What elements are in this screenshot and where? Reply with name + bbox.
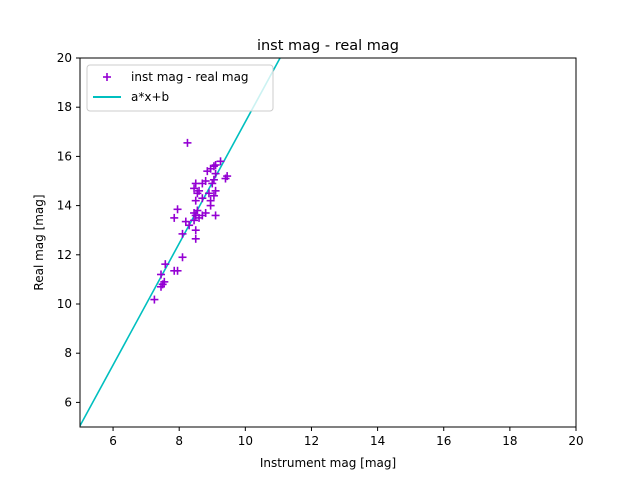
data-point — [158, 280, 167, 289]
data-point — [198, 194, 207, 203]
data-point — [190, 184, 199, 193]
x-tick-label: 6 — [109, 434, 117, 448]
y-axis: 6 8 10 12 14 16 18 20 — [57, 51, 80, 409]
x-tick-label: 18 — [502, 434, 517, 448]
x-axis-label: Instrument mag [mag] — [260, 456, 396, 470]
fit-line — [80, 58, 281, 427]
data-point — [173, 266, 182, 275]
x-tick-label: 12 — [304, 434, 319, 448]
x-tick-label: 14 — [370, 434, 385, 448]
data-point — [150, 295, 159, 304]
legend-marker-plus — [103, 73, 111, 81]
data-point — [211, 161, 220, 170]
y-axis-label: Real mag [mag] — [32, 194, 46, 290]
data-point — [223, 172, 232, 181]
data-point — [191, 196, 200, 205]
data-point — [170, 213, 179, 222]
legend: inst mag - real mag a*x+b — [86, 64, 274, 112]
y-tick-label: 8 — [64, 346, 72, 360]
data-point — [201, 208, 210, 217]
y-tick-label: 20 — [57, 51, 72, 65]
x-tick-label: 16 — [436, 434, 451, 448]
data-point — [190, 216, 199, 225]
y-tick-label: 12 — [57, 248, 72, 262]
plot-data — [80, 58, 281, 427]
y-tick-label: 6 — [64, 395, 72, 409]
x-axis: 6 8 10 12 14 16 18 20 — [109, 427, 584, 448]
data-point — [204, 189, 213, 198]
data-point — [209, 191, 218, 200]
x-tick-label: 8 — [175, 434, 183, 448]
legend-label-fit: a*x+b — [131, 90, 169, 104]
data-point — [211, 169, 220, 178]
data-point — [216, 157, 225, 166]
data-point — [191, 226, 200, 235]
data-point — [178, 253, 187, 262]
data-point — [201, 177, 210, 185]
data-point — [178, 229, 187, 238]
x-tick-label: 10 — [238, 434, 253, 448]
data-point — [191, 234, 200, 243]
chart-title: inst mag - real mag — [257, 38, 399, 54]
y-tick-label: 10 — [57, 297, 72, 311]
y-tick-label: 16 — [57, 149, 72, 163]
data-point — [195, 186, 204, 195]
data-point — [185, 221, 194, 230]
data-point — [209, 175, 218, 184]
data-point — [183, 138, 192, 147]
data-point — [209, 162, 218, 171]
data-point — [161, 260, 170, 269]
y-tick-label: 18 — [57, 100, 72, 114]
y-tick-label: 14 — [57, 199, 72, 213]
x-tick-label: 20 — [568, 434, 583, 448]
data-point — [157, 270, 166, 279]
data-point — [190, 208, 199, 217]
data-point — [211, 211, 220, 220]
legend-label-scatter: inst mag - real mag — [131, 70, 249, 84]
data-point — [211, 186, 220, 195]
data-point — [208, 179, 217, 188]
data-point — [173, 205, 182, 214]
plot-frame — [79, 57, 577, 428]
legend-box — [86, 64, 274, 112]
data-point — [206, 201, 215, 210]
legend-plus-marker — [103, 73, 111, 81]
